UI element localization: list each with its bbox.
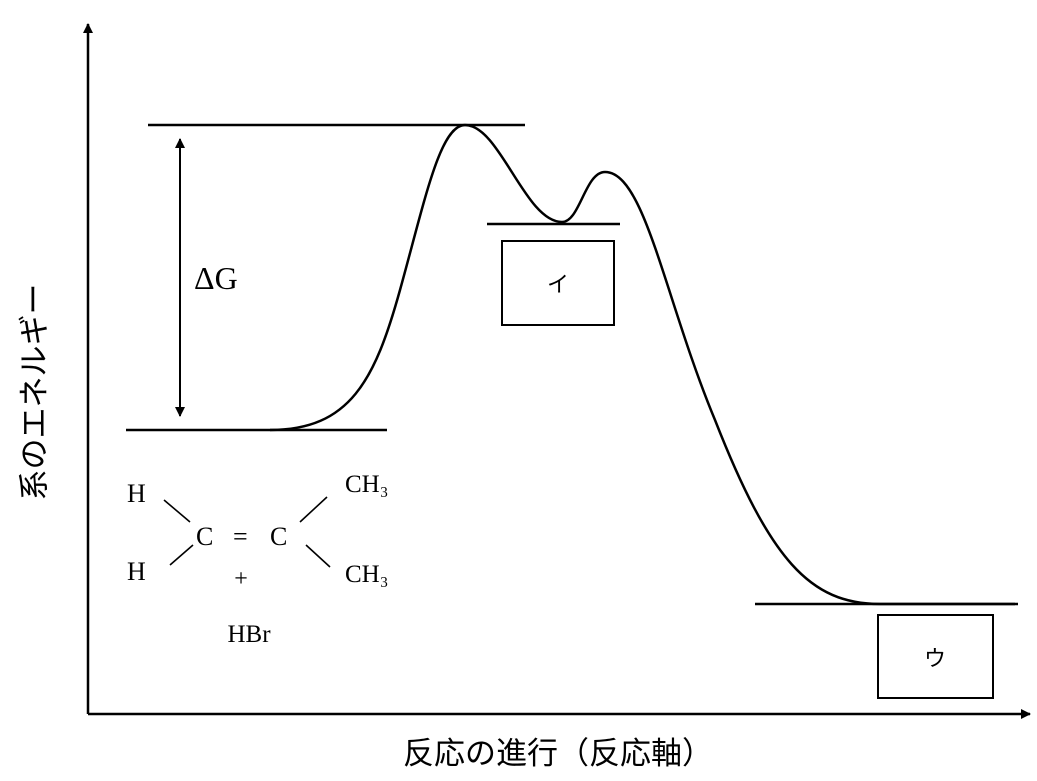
bond-c-ch3-top <box>299 496 328 523</box>
product-box-label: ウ <box>924 647 946 672</box>
reactant-ch3-top: CH₃ <box>345 471 388 498</box>
product-box <box>877 614 994 699</box>
intermediate-box-label: イ <box>547 273 569 298</box>
reactant-c-right: C <box>270 522 287 551</box>
reactant-h-top: H <box>127 479 146 508</box>
y-axis-label: 系のエネルギー <box>17 284 53 501</box>
reactant-c-left: C <box>196 522 213 551</box>
x-axis-label: 反応の進行（反応軸） <box>403 736 713 772</box>
bond-c-ch3-bottom <box>305 544 331 568</box>
delta-g-label: ΔG <box>194 260 238 296</box>
reactant-ch3-bottom: CH₃ <box>345 561 388 588</box>
bond-h-top-c <box>163 499 191 523</box>
bond-h-bottom-c <box>169 544 194 566</box>
reaction-energy-curve <box>269 123 1015 606</box>
reactant-double-bond: = <box>233 522 248 551</box>
intermediate-box <box>501 240 615 326</box>
reactant-h-bottom: H <box>127 557 146 586</box>
reactant-plus: + <box>234 566 248 592</box>
reactant-hbr: HBr <box>227 621 271 648</box>
